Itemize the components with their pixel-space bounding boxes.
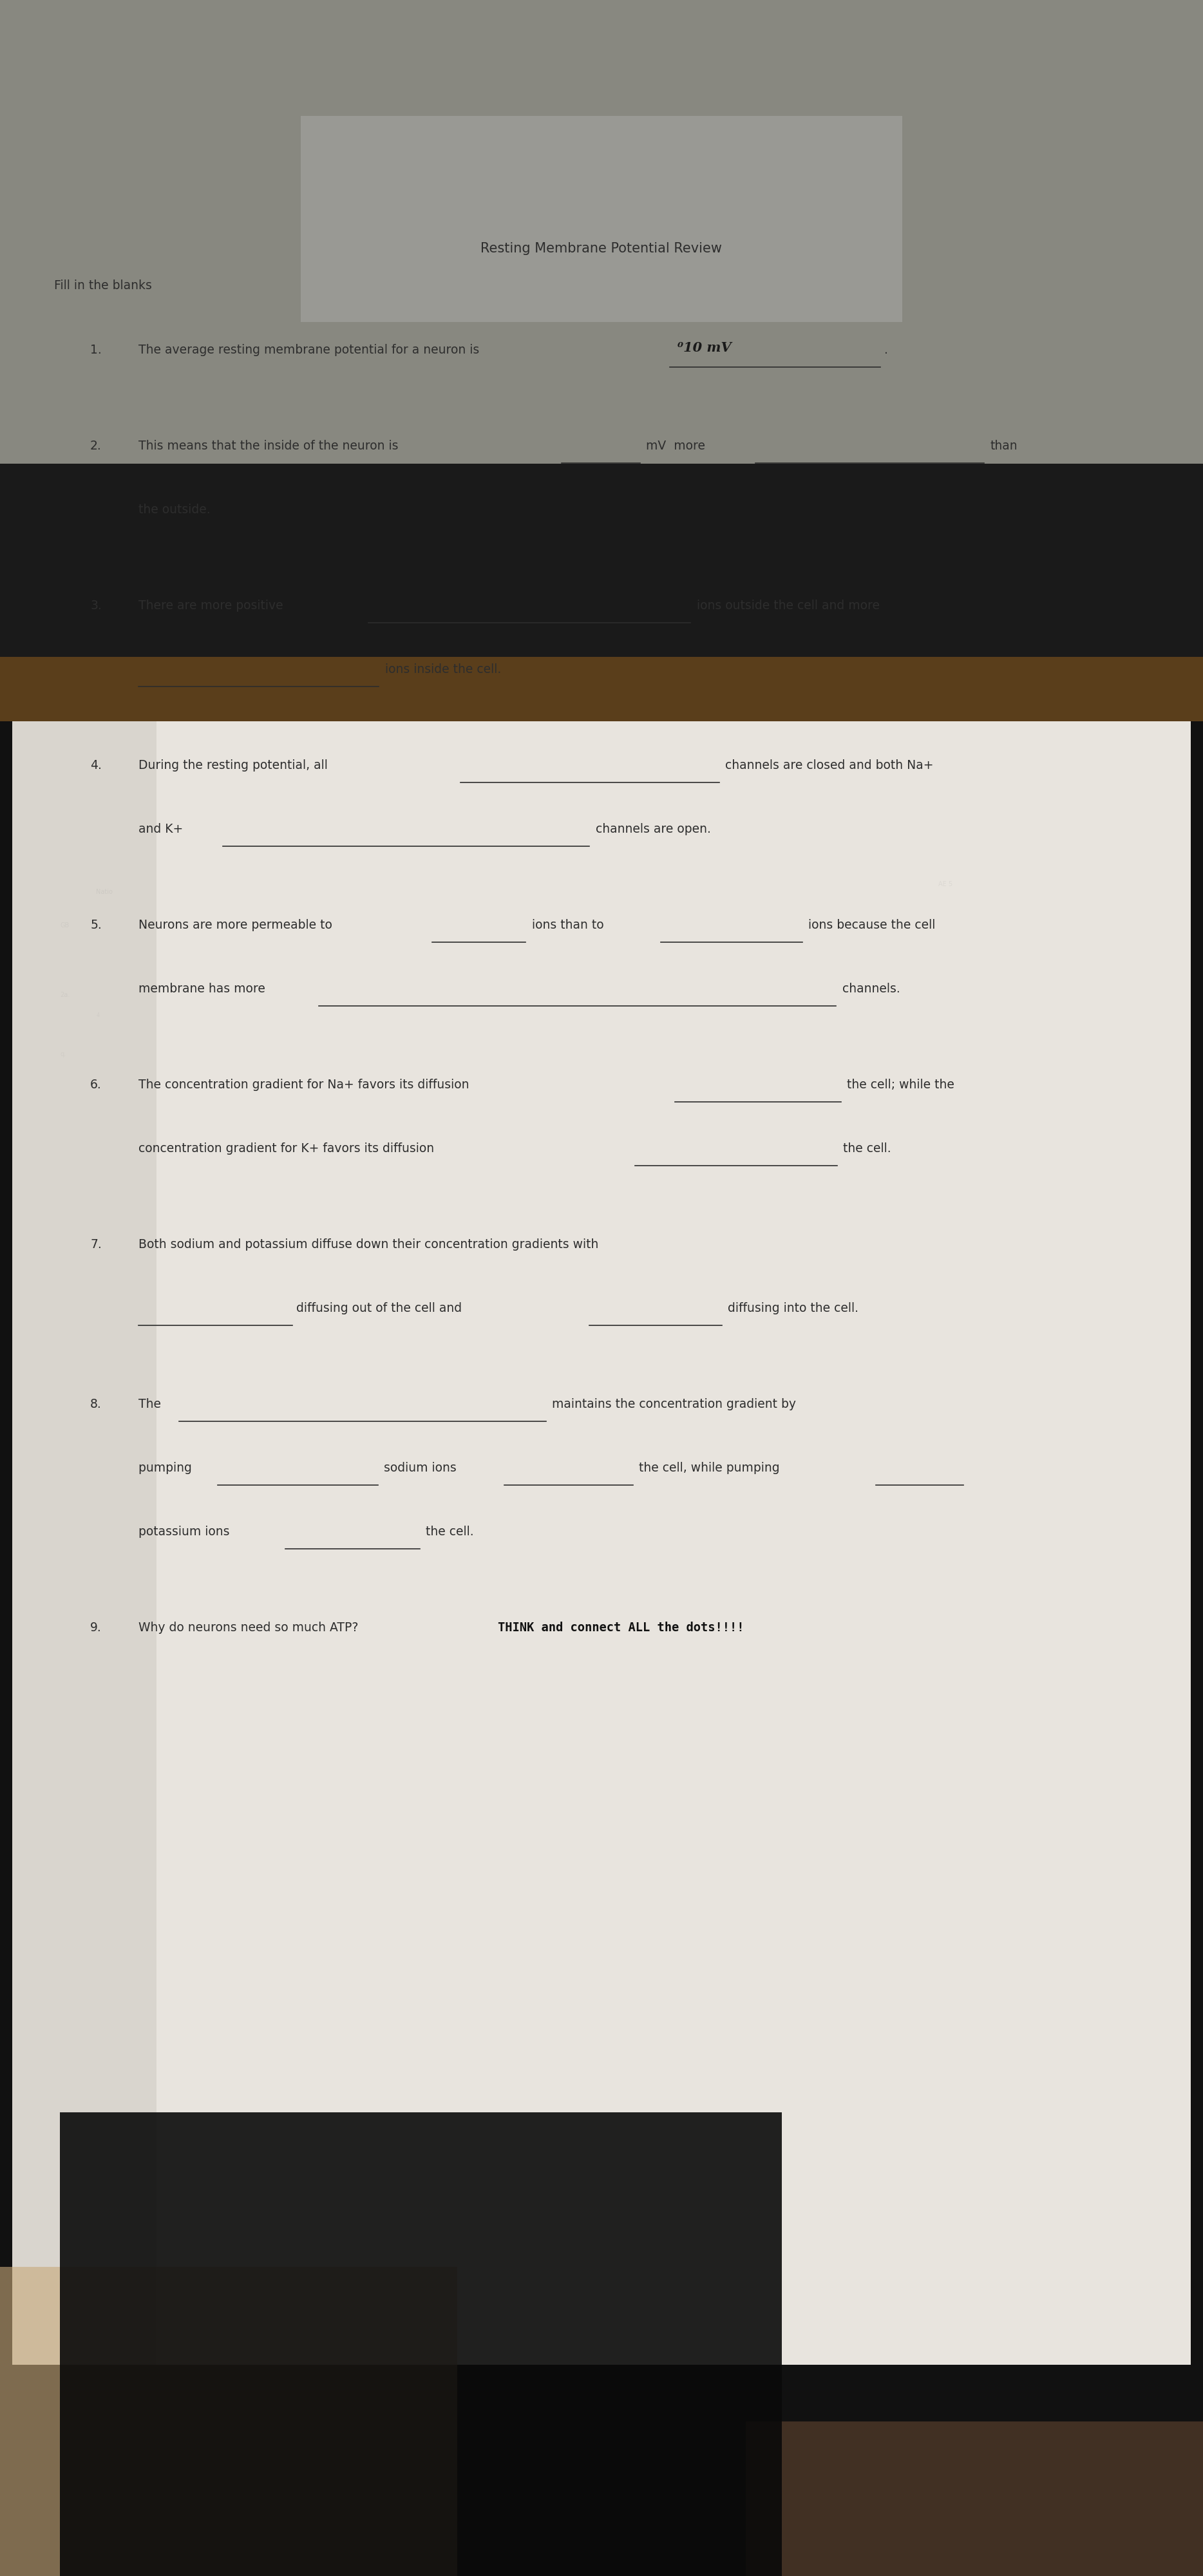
Text: 2.: 2. <box>90 440 102 451</box>
Text: Neurons are more permeable to: Neurons are more permeable to <box>138 920 336 930</box>
Text: 6.: 6. <box>90 1079 102 1090</box>
Text: ions because the cell: ions because the cell <box>808 920 936 930</box>
FancyBboxPatch shape <box>60 2112 782 2576</box>
Text: Why do neurons need so much ATP?: Why do neurons need so much ATP? <box>138 1623 369 1633</box>
Text: During the resting potential, all: During the resting potential, all <box>138 760 332 770</box>
FancyBboxPatch shape <box>12 683 1191 2365</box>
Text: 7.: 7. <box>90 1239 102 1249</box>
Text: Both sodium and potassium diffuse down their concentration gradients with: Both sodium and potassium diffuse down t… <box>138 1239 598 1249</box>
Text: 3.: 3. <box>90 600 102 611</box>
Text: q.: q. <box>60 1051 66 1056</box>
Text: than: than <box>990 440 1018 451</box>
Text: Fill in the blanks: Fill in the blanks <box>54 278 152 291</box>
Text: 4.: 4. <box>90 760 102 770</box>
Text: channels.: channels. <box>842 984 900 994</box>
FancyBboxPatch shape <box>0 670 1203 2576</box>
FancyBboxPatch shape <box>0 657 1203 721</box>
Text: There are more positive: There are more positive <box>138 600 286 611</box>
FancyBboxPatch shape <box>0 0 1203 683</box>
FancyBboxPatch shape <box>746 2421 1203 2576</box>
Text: maintains the concentration gradient by: maintains the concentration gradient by <box>552 1399 796 1409</box>
Text: 2a.: 2a. <box>60 992 70 997</box>
Text: diffusing into the cell.: diffusing into the cell. <box>728 1303 859 1314</box>
Text: and K+: and K+ <box>138 824 190 835</box>
Text: GB: GB <box>60 922 70 927</box>
Text: .: . <box>884 343 888 355</box>
Text: the cell; while the: the cell; while the <box>847 1079 954 1090</box>
Text: Natio: Natio <box>96 889 113 896</box>
Text: diffusing out of the cell and: diffusing out of the cell and <box>296 1303 466 1314</box>
FancyBboxPatch shape <box>0 0 1203 464</box>
Text: ⁰10 mV: ⁰10 mV <box>677 340 731 353</box>
Text: AE 5: AE 5 <box>938 881 953 886</box>
Text: ions inside the cell.: ions inside the cell. <box>385 665 500 675</box>
Text: The concentration gradient for Na+ favors its diffusion: The concentration gradient for Na+ favor… <box>138 1079 473 1090</box>
Text: 4: 4 <box>96 1012 100 1018</box>
FancyBboxPatch shape <box>301 116 902 322</box>
Text: 5.: 5. <box>90 920 102 930</box>
Text: The: The <box>138 1399 165 1409</box>
Text: 9.: 9. <box>90 1623 102 1633</box>
Text: sodium ions: sodium ions <box>384 1463 461 1473</box>
FancyBboxPatch shape <box>12 683 156 2365</box>
Text: pumping: pumping <box>138 1463 196 1473</box>
Text: 1.: 1. <box>90 343 102 355</box>
Text: THINK and connect ALL the dots!!!!: THINK and connect ALL the dots!!!! <box>498 1623 745 1633</box>
Text: This means that the inside of the neuron is: This means that the inside of the neuron… <box>138 440 402 451</box>
Text: The average resting membrane potential for a neuron is: The average resting membrane potential f… <box>138 343 484 355</box>
Text: ions than to: ions than to <box>532 920 608 930</box>
Text: concentration gradient for K+ favors its diffusion: concentration gradient for K+ favors its… <box>138 1144 438 1154</box>
Text: the cell.: the cell. <box>426 1525 474 1538</box>
Text: Resting Membrane Potential Review: Resting Membrane Potential Review <box>481 242 722 255</box>
Text: ions outside the cell and more: ions outside the cell and more <box>697 600 879 611</box>
Text: the cell.: the cell. <box>843 1144 891 1154</box>
Text: 8.: 8. <box>90 1399 102 1409</box>
Text: channels are closed and both Na+: channels are closed and both Na+ <box>725 760 934 770</box>
Text: the cell, while pumping: the cell, while pumping <box>639 1463 783 1473</box>
Text: membrane has more: membrane has more <box>138 984 269 994</box>
Text: potassium ions: potassium ions <box>138 1525 233 1538</box>
Text: the outside.: the outside. <box>138 505 211 515</box>
Text: channels are open.: channels are open. <box>595 824 711 835</box>
Text: mV  more: mV more <box>646 440 713 451</box>
FancyBboxPatch shape <box>0 2267 457 2576</box>
